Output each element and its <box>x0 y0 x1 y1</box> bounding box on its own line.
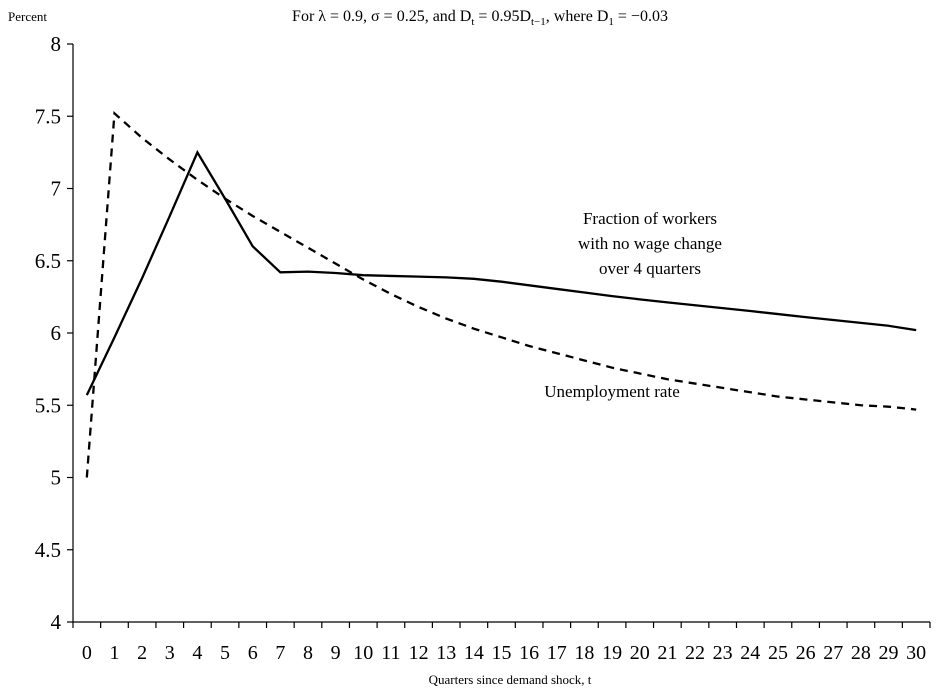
x-tick-label: 28 <box>851 642 871 664</box>
x-tick-label: 14 <box>464 642 484 664</box>
y-tick-label: 8 <box>51 32 62 56</box>
x-tick-label: 18 <box>574 642 594 664</box>
y-axis-label: Percent <box>8 9 47 24</box>
x-tick-label: 16 <box>519 642 539 664</box>
x-tick-label: 8 <box>303 642 313 664</box>
x-tick-label: 5 <box>220 642 230 664</box>
x-tick-label: 23 <box>713 642 733 664</box>
axes <box>72 44 930 623</box>
x-tick-label: 17 <box>547 642 567 664</box>
y-tick-label: 4 <box>51 610 62 634</box>
y-axis-ticks: 4 4.5 5 5.5 6 6.5 7 7.5 8 <box>35 32 73 634</box>
x-tick-label: 26 <box>796 642 816 664</box>
x-tick-label: 2 <box>137 642 147 664</box>
y-tick-label: 6 <box>51 321 62 345</box>
chart-title: For λ = 0.9, σ = 0.25, and Dt = 0.95Dt−1… <box>292 8 668 28</box>
x-tick-label: 10 <box>353 642 373 664</box>
x-tick-label: 13 <box>436 642 456 664</box>
x-tick-label: 15 <box>492 642 512 664</box>
x-tick-label: 24 <box>740 642 760 664</box>
x-tick-label: 25 <box>768 642 788 664</box>
series-line-unemployment <box>85 110 917 478</box>
x-tick-label: 4 <box>192 642 202 664</box>
x-tick-label: 1 <box>109 642 119 664</box>
series-label-unemployment: Unemployment rate <box>544 382 680 401</box>
series-label-fraction-line-1: Fraction of workers <box>583 209 717 228</box>
x-axis-ticks: 0 1 2 3 4 5 6 7 8 9 10 11 12 13 14 15 16 17 18 19 20 21 22 23 24… <box>72 622 931 664</box>
x-axis-label: Quarters since demand shock, t <box>429 672 592 687</box>
x-tick-label: 30 <box>906 642 926 664</box>
series-lines <box>85 110 917 478</box>
y-tick-label: 7.5 <box>35 104 61 128</box>
y-tick-label: 4.5 <box>35 538 61 562</box>
x-tick-label: 29 <box>879 642 899 664</box>
x-tick-label: 3 <box>165 642 175 664</box>
y-tick-label: 7 <box>51 177 62 201</box>
x-tick-label: 22 <box>685 642 705 664</box>
x-tick-label: 6 <box>248 642 258 664</box>
x-tick-label: 7 <box>275 642 285 664</box>
x-tick-label: 12 <box>409 642 429 664</box>
series-label-fraction: Fraction of workers with no wage change … <box>578 209 722 278</box>
x-tick-label: 0 <box>82 642 92 664</box>
y-tick-label: 5.5 <box>35 393 61 417</box>
series-line-fraction <box>85 149 917 396</box>
x-tick-label: 27 <box>823 642 843 664</box>
x-tick-label: 19 <box>602 642 622 664</box>
y-tick-label: 6.5 <box>35 249 61 273</box>
x-tick-label: 11 <box>381 642 400 664</box>
y-tick-label: 5 <box>51 466 62 490</box>
series-label-fraction-line-3: over 4 quarters <box>599 259 701 278</box>
x-tick-label: 9 <box>331 642 341 664</box>
x-tick-label: 20 <box>630 642 650 664</box>
x-tick-label: 21 <box>657 642 677 664</box>
series-label-fraction-line-2: with no wage change <box>578 234 722 253</box>
